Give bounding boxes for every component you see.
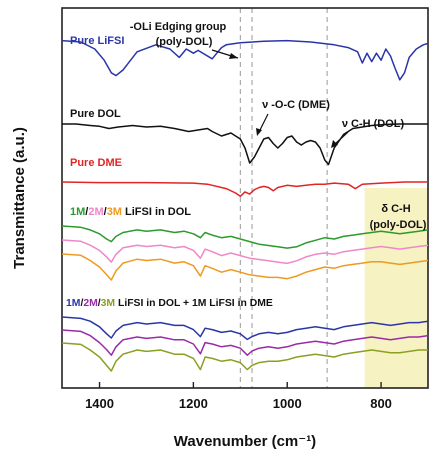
annotation-voc-arrowhead <box>256 128 262 136</box>
label-group-mix-sep1: / <box>80 298 83 309</box>
label-group-dol-1m: 1M <box>70 206 85 218</box>
label-group-mix-3m: 3M <box>101 298 115 309</box>
label-group-dol-2m: 2M <box>88 206 103 218</box>
spectrum-pure-dol <box>62 123 428 166</box>
spectrum-m3-mix <box>61 342 428 372</box>
spectrum-m1-dol <box>61 225 429 249</box>
label-group-mix-rest: LiFSI in DOL + 1M LiFSI in DME <box>115 298 273 309</box>
label-group-mix: 1M/2M/3M LiFSI in DOL + 1M LiFSI in DME <box>66 298 273 309</box>
annotation-dch-line1: δ C-H <box>381 203 410 215</box>
label-group-dol-3m: 3M <box>107 206 122 218</box>
annotation-vch-arrowhead <box>331 140 338 148</box>
label-group-dol-sep1: / <box>85 206 88 218</box>
x-tick-label-1000: 1000 <box>273 396 302 411</box>
label-group-dol: 1M/2M/3M LiFSI in DOL <box>70 206 191 218</box>
x-tick-label-1400: 1400 <box>85 396 114 411</box>
plot-background <box>239 8 428 388</box>
annotation-dch-line2: (poly-DOL) <box>370 219 427 231</box>
annotation-voc-arrow <box>258 113 269 133</box>
annotation-oli-arrowhead <box>229 53 238 59</box>
spectrum-m1-mix <box>61 316 429 341</box>
label-group-mix-2m: 2M <box>83 298 97 309</box>
annotation-vch: ν C-H (DOL) <box>342 118 405 130</box>
x-tick-label-800: 800 <box>370 396 392 411</box>
x-axis-title: Wavenumber (cm⁻¹) <box>174 433 316 450</box>
annotation-oli-line1: -OLi Edging group <box>130 21 227 33</box>
label-group-dol-sep2: / <box>104 206 107 218</box>
x-tick-label-1200: 1200 <box>179 396 208 411</box>
label-group-dol-rest: LiFSI in DOL <box>122 206 191 218</box>
label-group-mix-1m: 1M <box>66 298 80 309</box>
y-axis-title: Transmittance (a.u.) <box>11 127 28 269</box>
spectra-group <box>61 39 429 372</box>
annotation-oli-line2: (poly-DOL) <box>156 36 213 48</box>
label-group-mix-sep2: / <box>98 298 101 309</box>
spectrum-pure-lifsi <box>61 39 429 81</box>
label-pure-lifsi: Pure LiFSI <box>70 35 124 47</box>
x-ticks: 1400 1200 1000 800 <box>85 382 392 411</box>
annotation-vch-arrow <box>333 131 349 146</box>
label-pure-dol: Pure DOL <box>70 108 121 120</box>
spectrum-m3-dol <box>61 253 429 281</box>
annotation-voc: ν -O-C (DME) <box>262 99 330 111</box>
spectrum-m2-dol <box>61 239 429 265</box>
plot-frame <box>61 7 429 389</box>
spectrum-pure-dme <box>61 181 428 198</box>
spectrum-m2-mix <box>61 329 429 356</box>
label-pure-dme: Pure DME <box>70 157 122 169</box>
highlight-region <box>364 188 428 388</box>
